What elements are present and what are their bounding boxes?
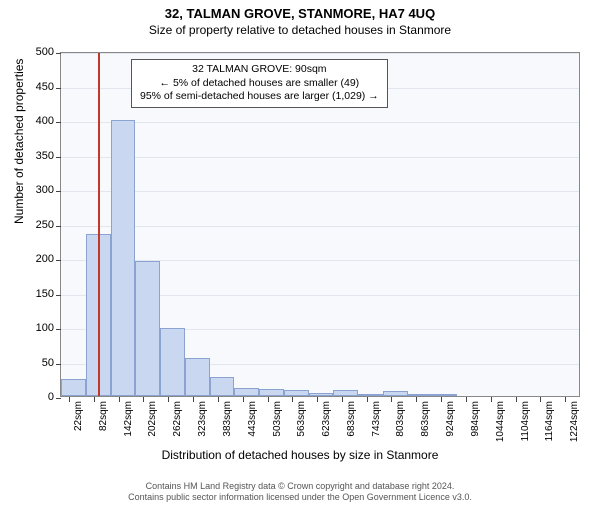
- histogram-bar: [160, 328, 185, 396]
- x-tick-mark: [441, 397, 442, 402]
- gridline: [61, 122, 579, 123]
- histogram-bar: [309, 393, 334, 396]
- x-axis-title: Distribution of detached houses by size …: [0, 448, 600, 462]
- annotation-line-1: 32 TALMAN GROVE: 90sqm: [140, 63, 379, 77]
- x-tick-mark: [416, 397, 417, 402]
- y-tick-mark: [56, 398, 61, 399]
- histogram-bar: [259, 389, 284, 396]
- gridline: [61, 157, 579, 158]
- y-tick-label: 50: [0, 357, 54, 369]
- x-tick-mark: [218, 397, 219, 402]
- chart-title-main: 32, TALMAN GROVE, STANMORE, HA7 4UQ: [0, 6, 600, 21]
- x-tick-mark: [540, 397, 541, 402]
- x-tick-mark: [391, 397, 392, 402]
- x-tick-mark: [466, 397, 467, 402]
- footer-line-1: Contains HM Land Registry data © Crown c…: [0, 481, 600, 492]
- annotation-line-2: ← 5% of detached houses are smaller (49): [140, 77, 379, 91]
- y-tick-mark: [56, 53, 61, 54]
- annotation-box: 32 TALMAN GROVE: 90sqm ← 5% of detached …: [131, 59, 388, 108]
- x-tick-mark: [268, 397, 269, 402]
- x-tick-mark: [317, 397, 318, 402]
- x-tick-mark: [143, 397, 144, 402]
- histogram-bar: [61, 379, 86, 396]
- y-tick-label: 150: [0, 288, 54, 300]
- footer-line-2: Contains public sector information licen…: [0, 492, 600, 503]
- plot-area: 32 TALMAN GROVE: 90sqm ← 5% of detached …: [60, 52, 580, 397]
- y-tick-mark: [56, 295, 61, 296]
- annotation-line-3: 95% of semi-detached houses are larger (…: [140, 90, 379, 104]
- gridline: [61, 191, 579, 192]
- histogram-bar: [135, 261, 160, 396]
- y-tick-label: 250: [0, 219, 54, 231]
- y-tick-mark: [56, 364, 61, 365]
- y-tick-mark: [56, 329, 61, 330]
- x-tick-mark: [367, 397, 368, 402]
- y-tick-label: 0: [0, 391, 54, 403]
- histogram-bar: [111, 120, 136, 396]
- y-tick-mark: [56, 226, 61, 227]
- x-tick-mark: [119, 397, 120, 402]
- y-tick-mark: [56, 191, 61, 192]
- y-tick-label: 200: [0, 253, 54, 265]
- x-tick-mark: [516, 397, 517, 402]
- x-tick-mark: [243, 397, 244, 402]
- histogram-bar: [333, 390, 358, 396]
- x-tick-mark: [168, 397, 169, 402]
- histogram-bar: [383, 391, 408, 396]
- x-tick-mark: [342, 397, 343, 402]
- histogram-bar: [408, 394, 433, 396]
- x-tick-mark: [292, 397, 293, 402]
- gridline: [61, 53, 579, 54]
- y-tick-label: 350: [0, 150, 54, 162]
- y-tick-label: 500: [0, 46, 54, 58]
- x-tick-mark: [94, 397, 95, 402]
- y-tick-label: 450: [0, 81, 54, 93]
- x-tick-mark: [69, 397, 70, 402]
- y-tick-mark: [56, 157, 61, 158]
- y-tick-label: 400: [0, 115, 54, 127]
- histogram-bar: [185, 358, 210, 396]
- y-tick-mark: [56, 122, 61, 123]
- y-tick-label: 100: [0, 322, 54, 334]
- histogram-bar: [432, 394, 457, 396]
- gridline: [61, 226, 579, 227]
- histogram-bar: [234, 388, 259, 396]
- histogram-bar: [358, 394, 383, 396]
- y-tick-mark: [56, 260, 61, 261]
- x-tick-mark: [193, 397, 194, 402]
- chart-title-sub: Size of property relative to detached ho…: [0, 23, 600, 37]
- x-tick-mark: [565, 397, 566, 402]
- chart-container: 32 TALMAN GROVE: 90sqm ← 5% of detached …: [60, 52, 580, 432]
- histogram-bar: [210, 377, 235, 396]
- histogram-bar: [284, 390, 309, 396]
- property-marker-line: [98, 53, 100, 396]
- y-tick-mark: [56, 88, 61, 89]
- y-tick-label: 300: [0, 184, 54, 196]
- x-tick-mark: [491, 397, 492, 402]
